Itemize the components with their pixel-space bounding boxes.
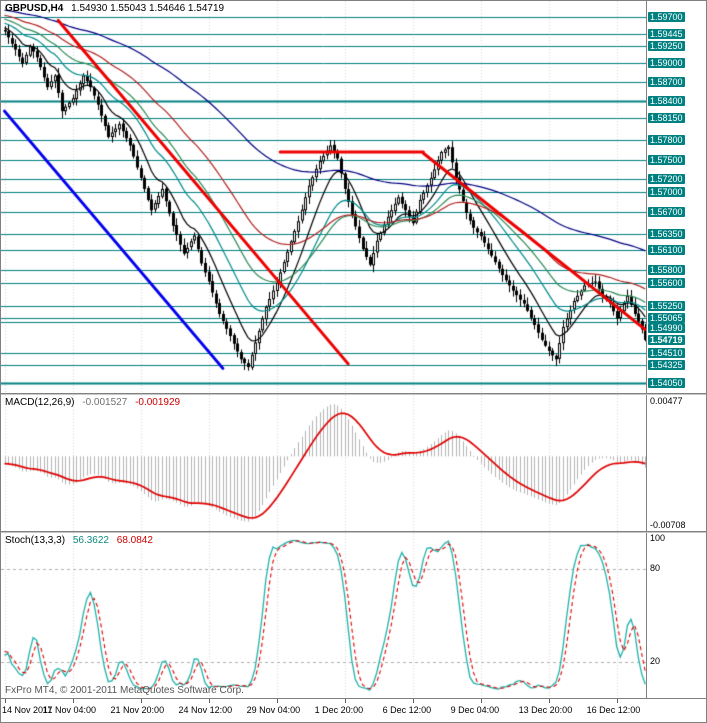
stoch-axis-80: 80 xyxy=(650,563,661,573)
macd-label: MACD(12,26,9) -0.001527 -0.001929 xyxy=(5,397,180,408)
price-axis-label: 1.54990 xyxy=(648,322,685,333)
price-axis-label: 1.54325 xyxy=(648,360,685,371)
time-axis-label: 9 Dec 04:00 xyxy=(450,705,500,715)
macd-canvas[interactable] xyxy=(1,395,646,531)
main-panel: GBPUSD,H4 1.54930 1.55043 1.54646 1.5471… xyxy=(1,1,706,393)
price-axis-label: 1.55600 xyxy=(648,277,685,288)
stoch-axis-100: 100 xyxy=(650,533,666,543)
price-axis-label: 1.57000 xyxy=(648,187,685,198)
chart-header: GBPUSD,H4 1.54930 1.55043 1.54646 1.5471… xyxy=(5,3,224,14)
price-axis-label: 1.57800 xyxy=(648,135,685,146)
price-axis-label: 1.58150 xyxy=(648,112,685,123)
time-axis-tick xyxy=(549,699,550,703)
price-axis-label: 1.55065 xyxy=(648,312,685,323)
time-axis-tick xyxy=(277,699,278,703)
time-axis-label: 13 Dec 20:00 xyxy=(518,705,573,715)
time-axis-label: 6 Dec 12:00 xyxy=(382,705,432,715)
time-axis-label: 1 Dec 20:00 xyxy=(314,705,364,715)
main-price-axis: 1.59700 1.59445 1.59250 1.59000 1.58700 1.584… xyxy=(646,1,706,393)
stoch-title: Stoch(13,3,3) xyxy=(5,535,66,546)
price-axis-label: 1.59700 xyxy=(648,12,685,23)
price-axis-label: 1.59000 xyxy=(648,57,685,68)
macd-axis-max: 0.00477 xyxy=(650,396,683,406)
time-axis-tick xyxy=(413,699,414,703)
price-axis-label: 1.59445 xyxy=(648,28,685,39)
stoch-canvas[interactable] xyxy=(1,533,646,698)
stoch-value-k: 56.3622 xyxy=(72,535,109,546)
stoch-panel: Stoch(13,3,3) 56.3622 68.0842 FxPro MT4,… xyxy=(1,533,706,698)
time-axis-tick xyxy=(5,699,6,703)
current-price-label: 1.54719 xyxy=(648,334,685,345)
copyright-note: FxPro MT4, © 2001-2011 MetaQuotes Softwa… xyxy=(5,685,244,696)
time-axis-label: 16 Dec 12:00 xyxy=(586,705,641,715)
price-axis-label: 1.56700 xyxy=(648,206,685,217)
price-axis-label: 1.57500 xyxy=(648,154,685,165)
time-axis-tick xyxy=(617,699,618,703)
main-chart-canvas[interactable] xyxy=(1,1,646,393)
time-axis-label: 29 Nov 04:00 xyxy=(246,705,301,715)
time-axis-label: 24 Nov 12:00 xyxy=(178,705,233,715)
macd-splitter[interactable] xyxy=(1,393,706,395)
stoch-splitter[interactable] xyxy=(1,531,706,533)
price-axis-label: 1.54510 xyxy=(648,348,685,359)
ohlc-quote-label: 1.54930 1.55043 1.54646 1.54719 xyxy=(71,3,225,14)
time-axis-label: 17 Nov 04:00 xyxy=(42,705,97,715)
price-axis-label: 1.55800 xyxy=(648,264,685,275)
stoch-label: Stoch(13,3,3) 56.3622 68.0842 xyxy=(5,535,153,546)
symbol-period-label: GBPUSD,H4 xyxy=(5,3,64,14)
price-axis-label: 1.55250 xyxy=(648,300,685,311)
time-axis: 14 Nov 2011 17 Nov 04:00 21 Nov 20:00 24 No… xyxy=(1,698,706,722)
price-axis-label: 1.56100 xyxy=(648,245,685,256)
time-axis-tick xyxy=(141,699,142,703)
time-axis-tick xyxy=(73,699,74,703)
macd-panel: MACD(12,26,9) -0.001527 -0.001929 0.0047… xyxy=(1,395,706,531)
macd-title: MACD(12,26,9) xyxy=(5,397,75,408)
price-axis-label: 1.57200 xyxy=(648,174,685,185)
time-axis-tick xyxy=(345,699,346,703)
stoch-axis: 100 80 20 xyxy=(646,533,706,698)
price-axis-label: 1.58700 xyxy=(648,76,685,87)
stoch-value-d: 68.0842 xyxy=(116,535,153,546)
time-axis-label: 14 Nov 2011 xyxy=(2,705,53,715)
time-axis-tick xyxy=(209,699,210,703)
price-axis-label: 1.56350 xyxy=(648,229,685,240)
price-axis-label: 1.58400 xyxy=(648,96,685,107)
macd-axis: 0.00477 -0.00708 xyxy=(646,395,706,531)
price-axis-label: 1.54050 xyxy=(648,378,685,389)
time-axis-tick xyxy=(481,699,482,703)
price-axis-label: 1.59250 xyxy=(648,41,685,52)
macd-value-signal: -0.001929 xyxy=(135,397,181,408)
macd-axis-min: -0.00708 xyxy=(650,520,686,530)
time-axis-label: 21 Nov 20:00 xyxy=(110,705,165,715)
stoch-axis-20: 20 xyxy=(650,656,661,666)
macd-value-main: -0.001527 xyxy=(82,397,128,408)
